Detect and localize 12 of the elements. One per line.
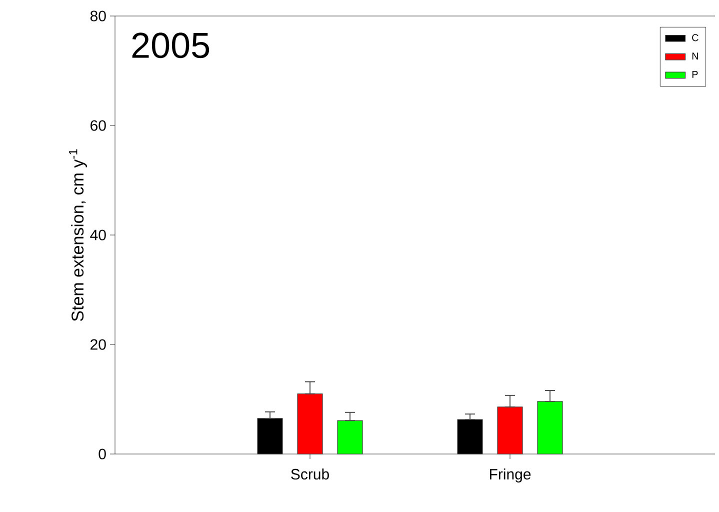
y-tick-label: 0 (98, 448, 106, 460)
legend-label: N (692, 52, 698, 60)
x-tick-label: Fringe (490, 468, 531, 482)
chart-title: 2005 (132, 32, 210, 58)
y-axis-title: Stem extension, cm y$^{-1}$ (68, 149, 87, 322)
x-tick-label: Scrub (291, 468, 329, 480)
y-tick-label: 80 (90, 10, 106, 22)
y-tick-label: 40 (90, 230, 106, 240)
y-tick-label: 20 (90, 339, 106, 350)
legend-label: C (692, 34, 698, 42)
legend-label: P (692, 70, 698, 78)
y-tick-label: 60 (90, 120, 106, 131)
